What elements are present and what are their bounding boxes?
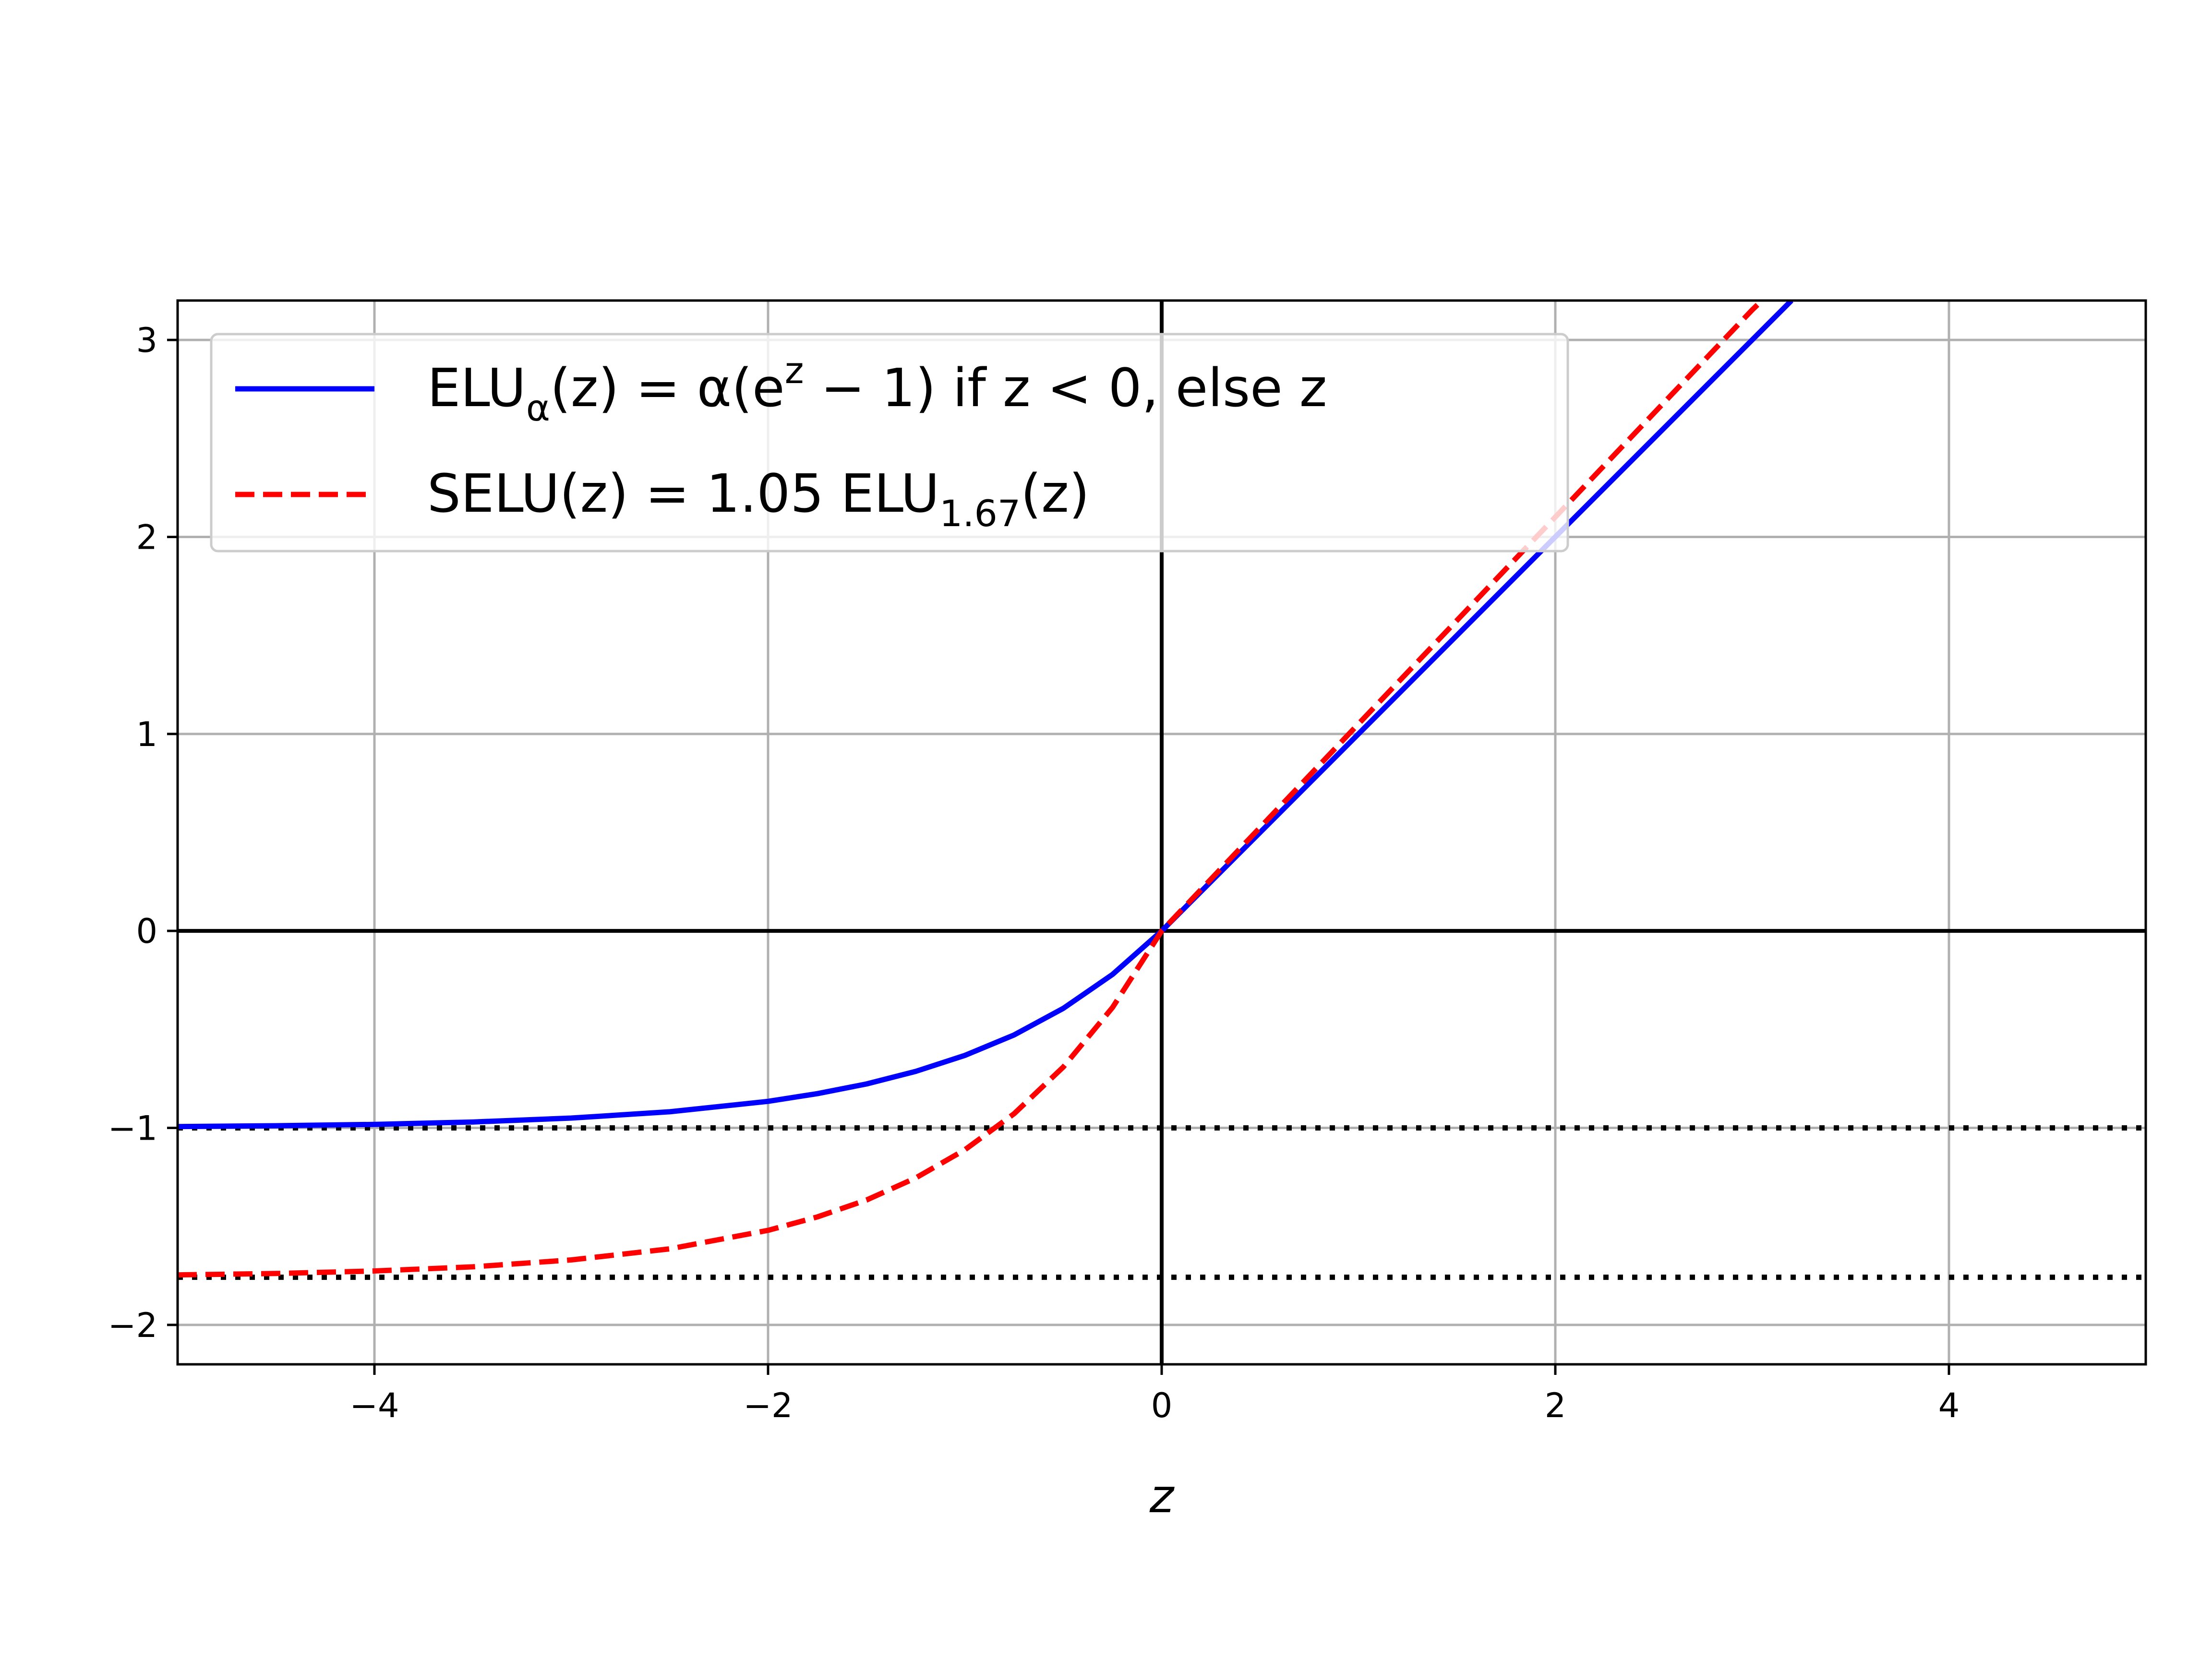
y-tick-label-2: 0 — [136, 912, 157, 951]
y-tick-label-1: −1 — [108, 1109, 157, 1148]
legend-label-1: SELU(z) = 1.05 ELU1.67(z) — [427, 463, 1090, 535]
x-tick-label-0: −4 — [349, 1386, 399, 1425]
x-tick-label-4: 4 — [1938, 1386, 1960, 1425]
y-tick-label-5: 3 — [136, 321, 157, 360]
y-tick-label-4: 2 — [136, 518, 157, 557]
y-tick-label-0: −2 — [108, 1306, 157, 1345]
x-tick-label-3: 2 — [1545, 1386, 1566, 1425]
x-tick-label-2: 0 — [1151, 1386, 1173, 1425]
series-line-1 — [178, 301, 1764, 1278]
legend: ELUα(z) = α(ez − 1) if z < 0, else z SELU… — [210, 333, 1569, 553]
ticks-layer: −4 −2 0 2 4 −2 −1 0 1 2 3 — [108, 321, 1960, 1425]
series-line-0 — [178, 301, 1793, 1130]
y-tick-label-3: 1 — [136, 715, 157, 754]
x-axis-label: z — [1149, 1469, 1175, 1523]
x-tick-label-1: −2 — [743, 1386, 793, 1425]
legend-label-0: ELUα(z) = α(ez − 1) if z < 0, else z — [427, 349, 1327, 429]
series-layer — [178, 301, 1793, 1278]
legend-box — [210, 333, 1569, 553]
